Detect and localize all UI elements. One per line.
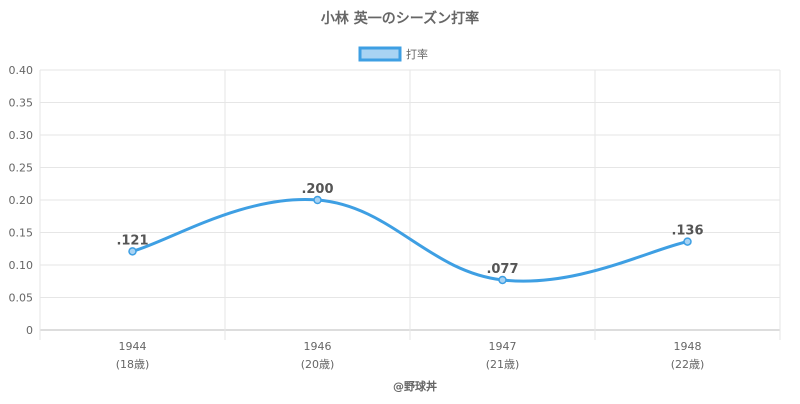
grid — [39, 69, 781, 340]
x-tick-label: 1947 — [489, 340, 517, 353]
y-tick-label: 0.35 — [9, 97, 34, 110]
data-label: .136 — [671, 224, 703, 239]
data-point[interactable] — [313, 195, 322, 205]
y-tick-label: 0.25 — [9, 162, 34, 175]
x-tick-label: 1948 — [674, 340, 702, 353]
y-tick-label: 0.30 — [9, 129, 34, 142]
legend-label: 打率 — [406, 47, 428, 61]
x-tick-label: 1944 — [119, 340, 147, 353]
y-tick-label: 0.40 — [9, 64, 34, 77]
y-tick-label: 0.05 — [9, 292, 34, 305]
y-tick-label: 0.20 — [9, 194, 34, 207]
legend[interactable]: 打率 — [358, 46, 428, 62]
data-label: .077 — [486, 262, 518, 277]
y-tick-label: 0.15 — [9, 227, 34, 240]
data-point[interactable] — [128, 247, 137, 256]
chart-title: 小林 英一のシーズン打率 — [321, 10, 479, 27]
x-tick-age-label: (20歳) — [301, 358, 335, 371]
legend-swatch — [358, 46, 402, 62]
credit-text: @野球丼 — [393, 379, 437, 393]
y-tick-label: 0.10 — [9, 259, 34, 272]
x-tick-age-label: (22歳) — [671, 358, 705, 371]
data-points — [128, 195, 692, 285]
x-tick-label: 1946 — [304, 340, 332, 353]
x-tick-age-label: (21歳) — [486, 358, 520, 371]
data-labels: .121 .200 .077 .136 — [116, 182, 703, 277]
x-axis-ticks: 1944 (18歳) 1946 (20歳) 1947 (21歳) 1948 (22歳) — [116, 340, 705, 371]
data-point[interactable] — [498, 275, 507, 285]
data-label: .121 — [116, 233, 148, 248]
series-line — [132, 198, 688, 283]
y-tick-label: 0 — [26, 324, 33, 337]
data-point[interactable] — [683, 237, 692, 246]
y-axis-ticks: 0 0.05 0.10 0.15 0.20 0.25 0.30 0.35 0.40 — [9, 64, 34, 337]
data-label: .200 — [301, 182, 333, 197]
x-tick-age-label: (18歳) — [116, 358, 150, 371]
